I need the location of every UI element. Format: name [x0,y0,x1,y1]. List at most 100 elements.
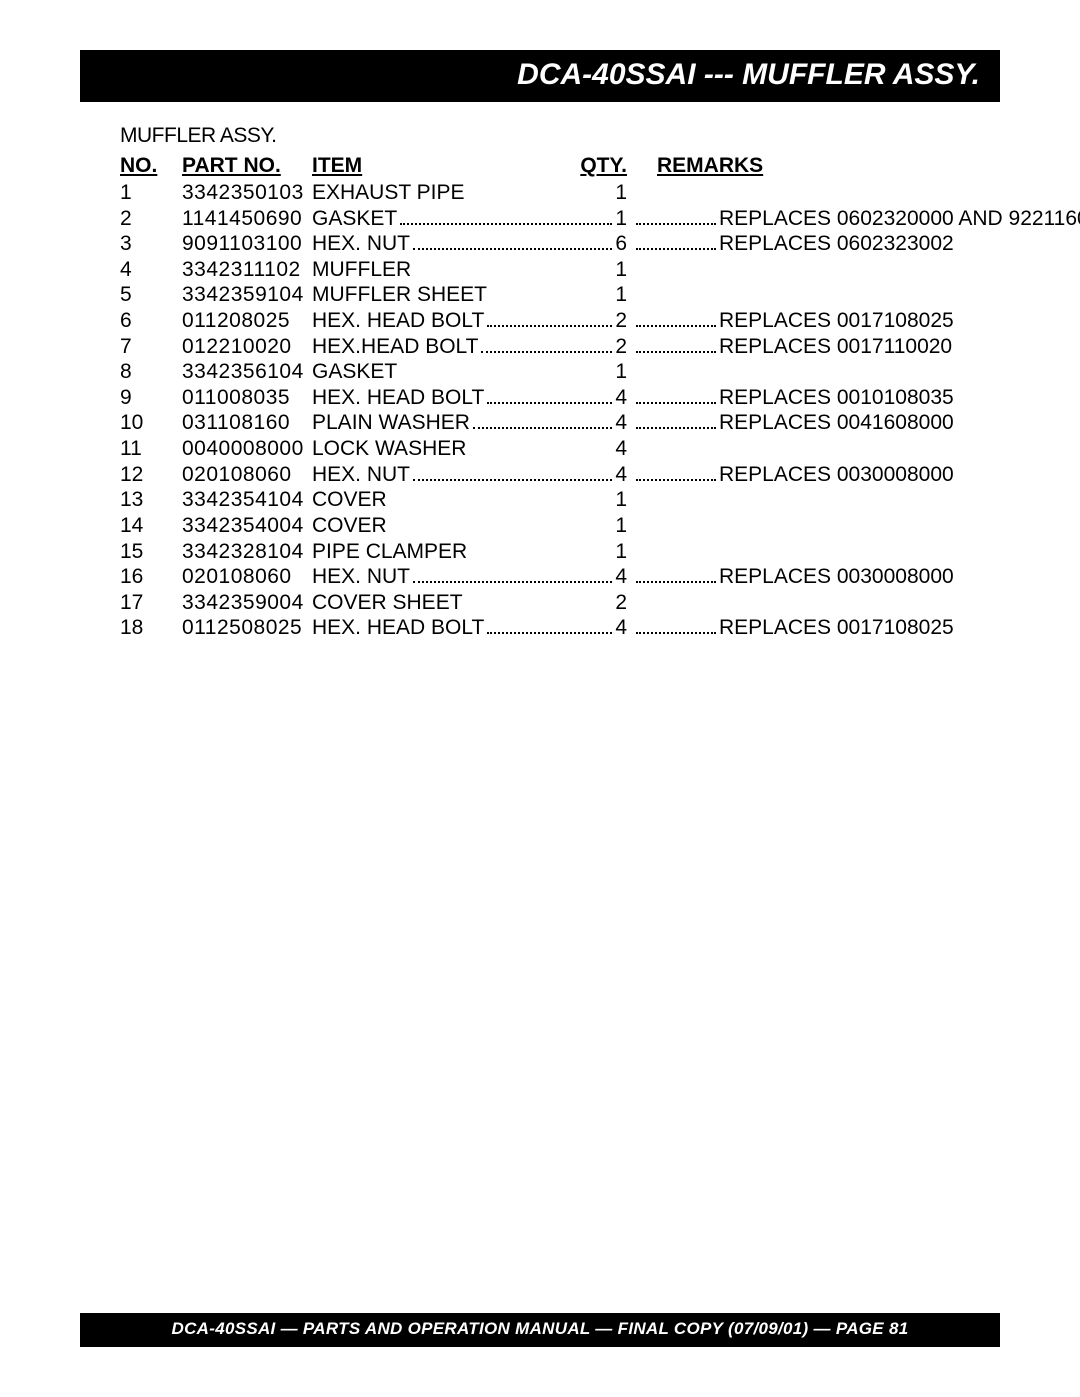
leader-dots [473,427,612,429]
cell-no: 9 [120,385,182,411]
cell-item-qty: HEX. NUT4 [312,564,627,590]
cell-qty: 4 [615,615,627,641]
cell-item: COVER [312,487,387,513]
cell-no: 12 [120,462,182,488]
table-row: 13342350103EXHAUST PIPE1 [120,180,1000,206]
leader-dots [636,351,716,353]
cell-part-no: 3342328104 [182,539,312,565]
cell-item: HEX. HEAD BOLT [312,308,484,334]
cell-no: 14 [120,513,182,539]
cell-item-qty: HEX.HEAD BOLT 2 [312,334,627,360]
cell-qty: 1 [615,539,627,565]
cell-part-no: 0040008000 [182,436,312,462]
cell-qty: 1 [615,513,627,539]
col-header-remarks: REMARKS [627,154,763,178]
table-row: 16020108060HEX. NUT4REPLACES 0030008000 [120,564,1000,590]
table-row: 143342354004COVER 1 [120,513,1000,539]
cell-remarks: REPLACES 0017108025 [627,308,954,334]
table-row: 133342354104COVER1 [120,487,1000,513]
cell-remarks: REPLACES 0602320000 AND 9221160010 [627,206,1080,232]
cell-item-qty: HEX. NUT4 [312,462,627,488]
cell-no: 16 [120,564,182,590]
table-row: 153342328104PIPE CLAMPER1 [120,539,1000,565]
cell-item: COVER [312,513,387,539]
col-header-no: NO. [120,154,182,178]
cell-item-qty: COVER 1 [312,513,627,539]
table-row: 12020108060HEX. NUT4 REPLACES 0030008000 [120,462,1000,488]
cell-part-no: 3342356104 [182,359,312,385]
leader-dots [636,402,716,404]
cell-qty: 6 [615,231,627,257]
cell-item-qty: GASKET1 [312,359,627,385]
cell-part-no: 020108060 [182,462,312,488]
cell-item-qty: PLAIN WASHER4 [312,410,627,436]
cell-no: 17 [120,590,182,616]
cell-qty: 2 [615,334,627,360]
cell-no: 6 [120,308,182,334]
cell-part-no: 9091103100 [182,231,312,257]
table-row: 7012210020HEX.HEAD BOLT 2REPLACES 0017110… [120,334,1000,360]
cell-item: MUFFLER [312,257,411,283]
cell-remarks: REPLACES 0017110020 [627,334,952,360]
cell-qty: 1 [615,282,627,308]
cell-item-qty: HEX. HEAD BOLT 4 [312,385,627,411]
table-row: 9011008035HEX. HEAD BOLT 4REPLACES 001010… [120,385,1000,411]
page-title: DCA-40SSAI --- MUFFLER ASSY. [517,58,980,91]
leader-dots [400,223,612,225]
cell-no: 18 [120,615,182,641]
remarks-text: REPLACES 0017108025 [719,615,954,641]
leader-dots [636,427,716,429]
cell-qty: 4 [615,385,627,411]
cell-item: HEX. HEAD BOLT [312,615,484,641]
cell-no: 4 [120,257,182,283]
cell-item: PLAIN WASHER [312,410,470,436]
leader-dots [636,632,716,634]
cell-no: 8 [120,359,182,385]
cell-item-qty: HEX. NUT6 [312,231,627,257]
table-row: 83342356104GASKET1 [120,359,1000,385]
table-row: 180112508025HEX. HEAD BOLT 4 REPLACES 0017… [120,615,1000,641]
cell-no: 10 [120,410,182,436]
cell-item: COVER SHEET [312,590,463,616]
table-header-row: NO. PART NO. ITEM QTY. REMARKS [120,154,1000,178]
cell-part-no: 3342359104 [182,282,312,308]
cell-part-no: 012210020 [182,334,312,360]
cell-no: 2 [120,206,182,232]
table-row: 43342311102MUFFLER1 [120,257,1000,283]
cell-item-qty: MUFFLER SHEET 1 [312,282,627,308]
cell-item-qty: COVER 1 [312,487,627,513]
page-footer-bar: DCA-40SSAI — PARTS AND OPERATION MANUAL … [80,1313,1000,1347]
remarks-text: REPLACES 0602320000 AND 9221160010 [719,206,1080,232]
cell-part-no: 3342354004 [182,513,312,539]
cell-remarks: REPLACES 0030008000 [627,462,954,488]
cell-part-no: 3342350103 [182,180,312,206]
cell-qty: 1 [615,206,627,232]
cell-part-no: 3342311102 [182,257,312,283]
cell-no: 11 [120,436,182,462]
cell-no: 7 [120,334,182,360]
cell-item: HEX. HEAD BOLT [312,385,484,411]
remarks-text: REPLACES 0030008000 [719,462,954,488]
cell-qty: 4 [615,436,627,462]
leader-dots [413,581,612,583]
cell-no: 5 [120,282,182,308]
cell-item-qty: LOCK WASHER4 [312,436,627,462]
parts-table: NO. PART NO. ITEM QTY. REMARKS 133423501… [120,154,1000,641]
col-header-qty: QTY. [567,154,627,178]
leader-dots [636,248,716,250]
cell-remarks: REPLACES 0010108035 [627,385,954,411]
cell-item: HEX. NUT [312,462,410,488]
cell-qty: 2 [615,308,627,334]
cell-qty: 1 [615,487,627,513]
cell-part-no: 1141450690 [182,206,312,232]
cell-item: MUFFLER SHEET [312,282,487,308]
cell-part-no: 0112508025 [182,615,312,641]
cell-item: HEX.HEAD BOLT [312,334,478,360]
table-row: 10031108160PLAIN WASHER4REPLACES 0041608… [120,410,1000,436]
table-row: 110040008000LOCK WASHER4 [120,436,1000,462]
leader-dots [487,632,612,634]
cell-remarks: REPLACES 0017108025 [627,615,954,641]
cell-item: PIPE CLAMPER [312,539,467,565]
page-header-bar: DCA-40SSAI --- MUFFLER ASSY. [80,50,1000,102]
cell-part-no: 011008035 [182,385,312,411]
